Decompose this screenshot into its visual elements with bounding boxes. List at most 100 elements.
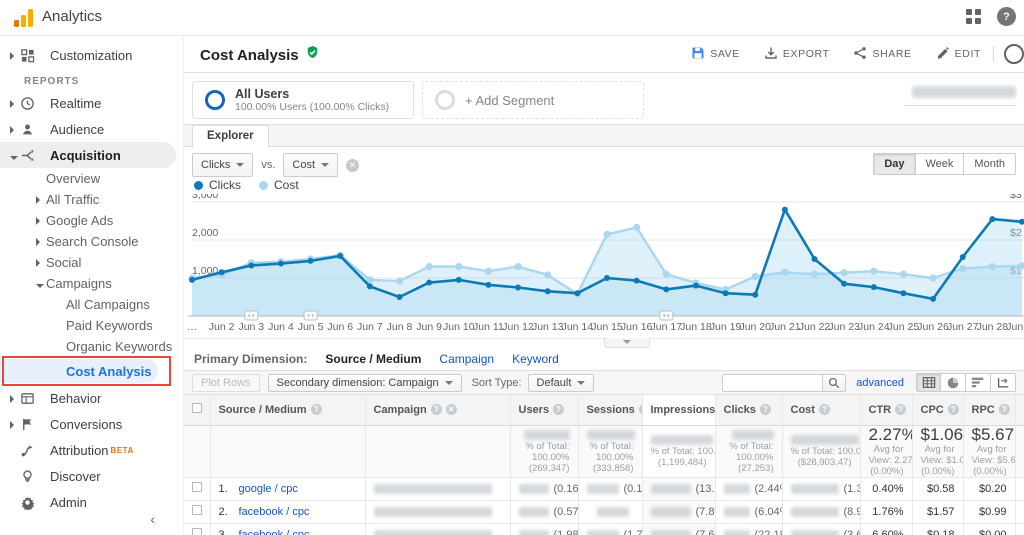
sidebar-item-acquisition[interactable]: Acquisition [0, 142, 176, 168]
column-header-cpc[interactable]: CPC? [912, 395, 964, 426]
share-button[interactable]: SHARE [841, 44, 923, 64]
column-header-cost[interactable]: Cost? [782, 395, 861, 426]
flag-icon [20, 416, 38, 432]
save-button[interactable]: SAVE [679, 44, 752, 64]
dimension-option-campaign[interactable]: Campaign [439, 352, 495, 366]
remove-metric-icon[interactable]: ✕ [346, 158, 360, 172]
add-segment-button[interactable]: + Add Segment [422, 81, 644, 119]
column-header-campaign[interactable]: Campaign? ✕ [365, 395, 511, 426]
column-header-sessions[interactable]: Sessions? [578, 395, 643, 426]
column-header-rpc[interactable]: RPC? [963, 395, 1016, 426]
source-medium-link[interactable]: google / cpc [238, 482, 298, 495]
sidebar-item-discover[interactable]: Discover [0, 463, 183, 489]
sidebar-item-admin[interactable]: Admin [0, 489, 183, 515]
sidebar-item-cost-analysis[interactable]: Cost Analysis [0, 359, 158, 383]
sidebar-item-campaigns[interactable]: Campaigns [0, 273, 183, 294]
search-icon[interactable] [822, 373, 847, 392]
svg-text:Jun 14: Jun 14 [562, 321, 594, 333]
help-icon[interactable]: ? [310, 403, 322, 415]
column-header-ctr[interactable]: CTR? [860, 395, 913, 426]
edit-button[interactable]: EDIT [924, 44, 993, 64]
performance-view-icon[interactable] [966, 373, 991, 392]
chevron-down-icon[interactable] [10, 155, 18, 160]
column-header-roas[interactable]: ROAS? [1015, 395, 1024, 426]
help-icon[interactable]: ? [759, 403, 771, 415]
chevron-right-icon[interactable] [10, 125, 14, 134]
chevron-right-icon[interactable] [36, 238, 40, 246]
column-header-impressions[interactable]: Impressions?↓ [642, 395, 716, 426]
sidebar-item-all-campaigns[interactable]: All Campaigns [0, 294, 183, 315]
secondary-dimension-dropdown[interactable]: Secondary dimension: Campaign [267, 373, 462, 392]
annotation-marker-icon[interactable] [659, 310, 674, 321]
advanced-search-link[interactable]: advanced [856, 376, 904, 389]
column-label: Clicks [723, 403, 756, 416]
plot-rows-button[interactable]: Plot Rows [192, 373, 260, 392]
help-icon[interactable]: ? [895, 403, 907, 415]
column-header-source-medium[interactable]: Source / Medium? [210, 395, 366, 426]
sidebar-item-paid-keywords[interactable]: Paid Keywords [0, 315, 183, 336]
export-button[interactable]: EXPORT [752, 44, 842, 64]
sort-type-dropdown[interactable]: Default [527, 373, 595, 392]
sidebar-item-organic-keywords[interactable]: Organic Keywords [0, 336, 183, 357]
source-medium-link[interactable]: facebook / cpc [238, 528, 310, 535]
help-icon[interactable]: ? [998, 403, 1010, 415]
sidebar-item-search-console[interactable]: Search Console [0, 231, 183, 252]
percentage-view-icon[interactable] [941, 373, 966, 392]
annotation-marker-icon[interactable] [303, 310, 318, 321]
chart-expand-handle[interactable] [604, 338, 650, 348]
chevron-right-icon[interactable] [10, 99, 14, 108]
column-header-users[interactable]: Users? [510, 395, 579, 426]
chevron-right-icon[interactable] [10, 394, 14, 403]
svg-text:3,000: 3,000 [192, 194, 218, 201]
help-icon[interactable]: ? [947, 403, 959, 415]
help-icon[interactable]: ? [430, 403, 442, 415]
table-search-input[interactable] [722, 373, 823, 392]
chevron-right-icon[interactable] [10, 51, 14, 60]
help-icon[interactable]: ? [553, 403, 565, 415]
help-icon[interactable]: ? [997, 7, 1016, 26]
row-checkbox[interactable] [192, 528, 202, 535]
help-icon[interactable]: ? [818, 403, 830, 415]
remove-column-icon[interactable]: ✕ [445, 403, 457, 415]
chevron-right-icon[interactable] [36, 259, 40, 267]
table-view-icon[interactable] [916, 373, 941, 392]
dimension-option-keyword[interactable]: Keyword [512, 352, 559, 366]
select-all-checkbox[interactable] [192, 403, 202, 414]
chevron-right-icon[interactable] [10, 420, 14, 429]
column-header-clicks[interactable]: Clicks? [715, 395, 783, 426]
sidebar-item-social[interactable]: Social [0, 252, 183, 273]
sidebar-collapse-icon[interactable]: ‹ [150, 511, 155, 527]
primary-metric-dropdown[interactable]: Clicks [192, 153, 254, 177]
chevron-right-icon[interactable] [36, 217, 40, 225]
insights-icon[interactable] [1004, 44, 1024, 64]
pivot-view-icon[interactable] [991, 373, 1016, 392]
chevron-down-icon[interactable] [36, 284, 44, 288]
sidebar-item-behavior[interactable]: Behavior [0, 385, 183, 411]
tab-explorer[interactable]: Explorer [192, 125, 269, 148]
annotation-marker-icon[interactable] [244, 310, 259, 321]
sidebar-item-all-traffic[interactable]: All Traffic [0, 189, 183, 210]
granularity-day[interactable]: Day [873, 153, 916, 175]
analytics-logo-icon[interactable] [14, 7, 33, 27]
sidebar-item-attribution[interactable]: Attribution BETA [0, 437, 183, 463]
segment-all-users[interactable]: All Users 100.00% Users (100.00% Clicks) [192, 81, 414, 119]
source-medium-link[interactable]: facebook / cpc [238, 505, 310, 518]
date-range-picker[interactable] [904, 83, 1016, 106]
sidebar-item-overview[interactable]: Overview [0, 168, 183, 189]
help-icon[interactable]: ? [638, 403, 641, 415]
row-checkbox[interactable] [192, 505, 202, 515]
dimension-option-source-medium[interactable]: Source / Medium [325, 352, 422, 366]
row-checkbox[interactable] [192, 482, 202, 492]
secondary-metric-dropdown[interactable]: Cost [283, 153, 339, 177]
granularity-month[interactable]: Month [964, 153, 1016, 175]
apps-grid-icon[interactable] [966, 9, 981, 24]
sidebar-item-google-ads[interactable]: Google Ads [0, 210, 183, 231]
chevron-right-icon[interactable] [36, 196, 40, 204]
sidebar-item-conversions[interactable]: Conversions [0, 411, 183, 437]
granularity-week[interactable]: Week [915, 153, 965, 175]
sidebar-item-audience[interactable]: Audience [0, 116, 183, 142]
column-label: Campaign [373, 403, 427, 416]
sidebar-item-realtime[interactable]: Realtime [0, 90, 183, 116]
sidebar-item-customization[interactable]: Customization [0, 42, 183, 68]
